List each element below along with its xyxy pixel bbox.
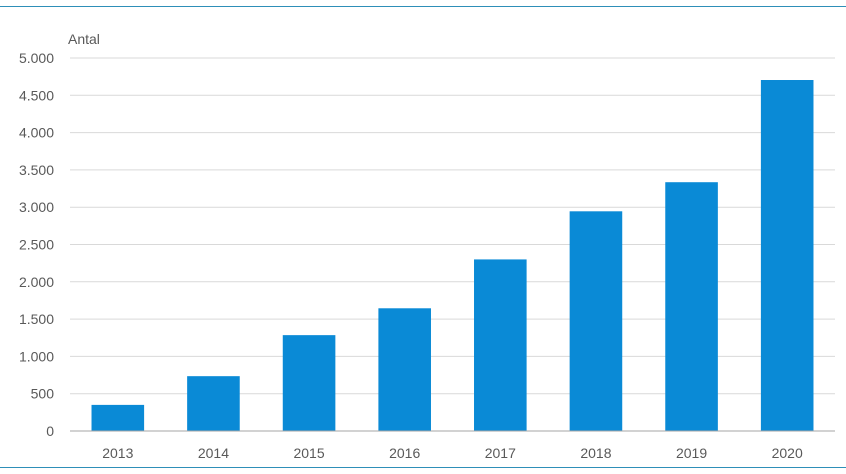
y-tick-label: 1.000 <box>19 348 54 364</box>
x-axis-tick-labels: 2013 2014 2015 2016 2017 2018 2019 2020 <box>102 445 803 461</box>
bars <box>91 80 814 431</box>
y-tick-label: 0 <box>46 423 54 439</box>
bar-2017 <box>474 259 527 431</box>
x-tick-label: 2015 <box>293 445 324 461</box>
bar-2019 <box>665 182 718 431</box>
y-tick-label: 1.500 <box>19 311 54 327</box>
x-tick-label: 2017 <box>485 445 516 461</box>
y-axis-tick-labels: 0 500 1.000 1.500 2.000 2.500 3.000 3.500 4.000 4… <box>19 50 54 439</box>
bar-2013 <box>91 404 145 431</box>
y-axis-unit-label: Antal <box>68 31 100 47</box>
y-tick-label: 500 <box>31 386 55 402</box>
bottom-rule <box>0 467 846 468</box>
bar-2020 <box>760 80 814 431</box>
bar-2015 <box>282 335 336 431</box>
y-tick-label: 4.500 <box>19 87 54 103</box>
y-tick-label: 2.500 <box>19 237 54 253</box>
top-rule <box>0 6 846 7</box>
y-tick-label: 5.000 <box>19 50 54 66</box>
x-tick-label: 2014 <box>198 445 229 461</box>
bar-2018 <box>569 211 623 431</box>
bar-2016 <box>378 308 431 431</box>
x-tick-label: 2020 <box>772 445 803 461</box>
x-tick-label: 2013 <box>102 445 133 461</box>
x-tick-label: 2016 <box>389 445 420 461</box>
x-tick-label: 2018 <box>580 445 611 461</box>
y-tick-label: 2.000 <box>19 274 54 290</box>
bar-2014 <box>187 376 240 431</box>
y-tick-label: 4.000 <box>19 125 54 141</box>
gridlines <box>70 57 835 395</box>
x-tick-label: 2019 <box>676 445 707 461</box>
y-tick-label: 3.500 <box>19 162 54 178</box>
y-tick-label: 3.000 <box>19 199 54 215</box>
